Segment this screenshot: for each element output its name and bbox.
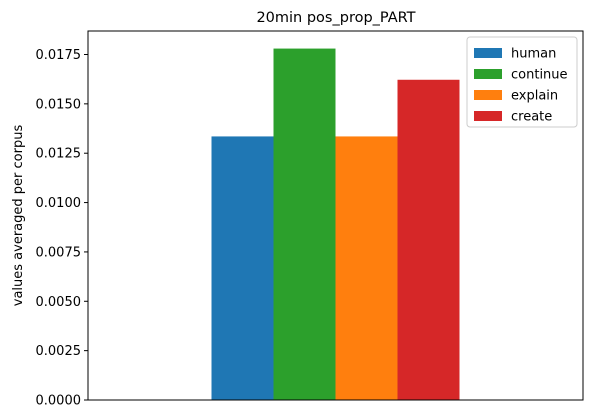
plot-frame xyxy=(87,30,584,401)
bar-continue xyxy=(273,48,336,400)
y-axis: 0.0000 0.0025 0.0050 0.0075 0.0100 0.0125 0.01… xyxy=(36,48,88,409)
y-tick-label: 0.0075 xyxy=(36,245,82,260)
bar-create xyxy=(397,79,460,400)
legend-label-explain: explain xyxy=(511,89,558,104)
y-tick-label: 0.0050 xyxy=(36,295,82,310)
legend-swatch-human xyxy=(474,48,502,58)
legend-swatch-create xyxy=(474,111,502,121)
legend: human continue explain create xyxy=(466,36,578,128)
y-tick-label: 0.0125 xyxy=(36,147,82,162)
legend-swatch-explain xyxy=(474,90,502,100)
legend-swatch-continue xyxy=(474,69,502,79)
legend-box xyxy=(466,36,578,128)
y-tick-label: 0.0150 xyxy=(36,97,82,112)
legend-label-human: human xyxy=(511,47,556,62)
y-tick-label: 0.0175 xyxy=(36,48,82,63)
y-axis-label: values averaged per corpus xyxy=(11,125,26,307)
chart-title: 20min pos_prop_PART xyxy=(256,10,415,26)
legend-label-continue: continue xyxy=(511,68,568,83)
legend-label-create: create xyxy=(511,110,552,125)
y-tick-label: 0.0100 xyxy=(36,196,82,211)
bar-human xyxy=(211,136,274,400)
bar-explain xyxy=(335,136,398,400)
bars-group xyxy=(211,48,460,400)
y-tick-label: 0.0025 xyxy=(36,344,82,359)
y-tick-label: 0.0000 xyxy=(36,394,82,409)
